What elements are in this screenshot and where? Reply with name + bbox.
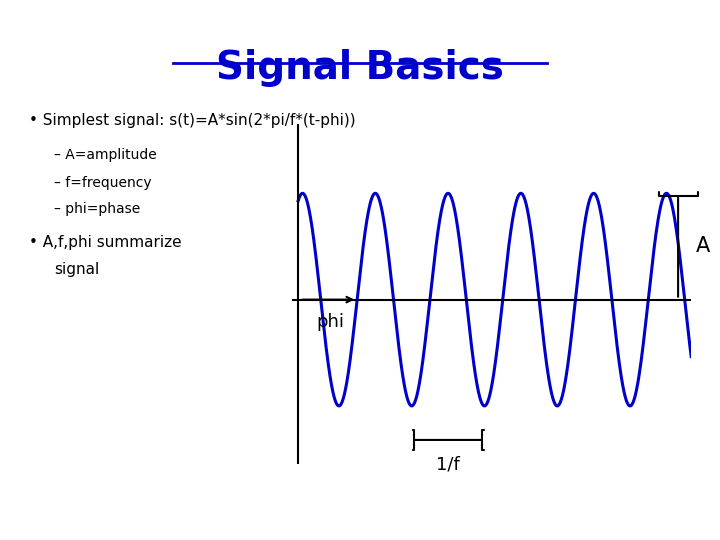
Text: • Simplest signal: s(t)=A*sin(2*pi/f*(t-phi)): • Simplest signal: s(t)=A*sin(2*pi/f*(t-… (29, 113, 356, 129)
Text: – A=amplitude: – A=amplitude (54, 148, 157, 163)
Text: A: A (696, 237, 711, 256)
Text: Signal Basics: Signal Basics (216, 49, 504, 86)
Text: phi: phi (317, 313, 345, 332)
Text: signal: signal (54, 262, 99, 277)
Text: – f=frequency: – f=frequency (54, 176, 152, 190)
Text: 1/f: 1/f (436, 456, 460, 474)
Text: – phi=phase: – phi=phase (54, 202, 140, 217)
Text: • A,f,phi summarize: • A,f,phi summarize (29, 235, 181, 250)
